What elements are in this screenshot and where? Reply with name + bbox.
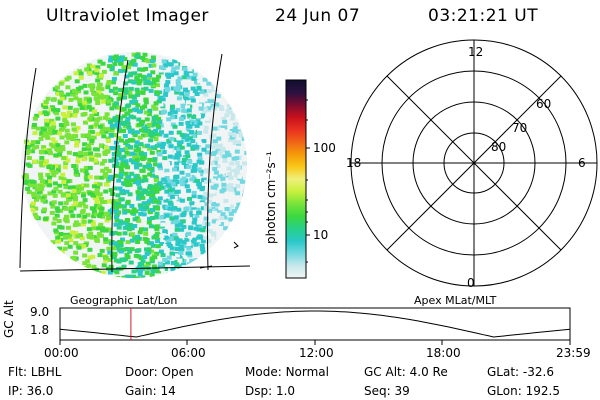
timeline-ytick-1-8: 1.8 xyxy=(30,323,50,337)
timeline-ylabel: GC Alt xyxy=(2,300,16,338)
colorbar-tick-100: 100 xyxy=(313,141,336,155)
uv-earth-image xyxy=(19,52,251,278)
altitude-curve xyxy=(59,310,571,338)
mlt-label-0: 0 xyxy=(467,276,475,290)
mlat-mlt-polar-grid xyxy=(350,39,598,287)
graticule-line xyxy=(19,67,37,269)
timeline-xtick-1: 06:00 xyxy=(171,346,206,360)
graticule-line xyxy=(207,53,223,271)
terminator-tick xyxy=(233,241,239,249)
mlt-label-6: 6 xyxy=(578,156,586,170)
mlt-label-18: 18 xyxy=(346,156,362,170)
timeline-ytick-9: 9.0 xyxy=(30,305,50,319)
info-ip: IP: 36.0 xyxy=(8,384,54,398)
timeline-xtick-0: 00:00 xyxy=(44,346,79,360)
timeline-xtick-2: 12:00 xyxy=(299,346,334,360)
info-dsp: Dsp: 1.0 xyxy=(245,384,296,398)
timeline-xtick-3: 18:00 xyxy=(426,346,461,360)
colorbar xyxy=(285,79,310,279)
mlat-label-70: 70 xyxy=(512,121,528,135)
colorbar-unit-label: photon cm⁻²s⁻¹ xyxy=(264,151,278,244)
info-flt: Flt: LBHL xyxy=(8,365,62,379)
info-glat: GLat: -32.6 xyxy=(487,365,554,379)
mlt-label-12: 12 xyxy=(468,45,484,59)
info-gc-alt: GC Alt: 4.0 Re xyxy=(364,365,448,379)
colorbar-tick-10: 10 xyxy=(313,228,329,242)
info-seq: Seq: 39 xyxy=(364,384,410,398)
info-door: Door: Open xyxy=(125,365,194,379)
time-label: 03:21:21 UT xyxy=(428,6,539,26)
info-gain: Gain: 14 xyxy=(125,384,176,398)
info-glon: GLon: 192.5 xyxy=(487,384,560,398)
gc-altitude-timeline xyxy=(59,307,571,345)
graticule-line xyxy=(199,265,213,269)
graticule-line xyxy=(111,59,129,273)
mlat-label-60: 60 xyxy=(536,97,552,111)
graticule-line xyxy=(19,265,251,272)
instrument-title: Ultraviolet Imager xyxy=(46,6,209,26)
geographic-caption: Geographic Lat/Lon xyxy=(70,294,178,307)
timeline-xtick-4: 23:59 xyxy=(556,346,591,360)
date-label: 24 Jun 07 xyxy=(275,6,361,26)
mlat-label-80: 80 xyxy=(491,140,507,154)
apex-caption: Apex MLat/MLT xyxy=(414,294,497,307)
info-mode: Mode: Normal xyxy=(245,365,329,379)
